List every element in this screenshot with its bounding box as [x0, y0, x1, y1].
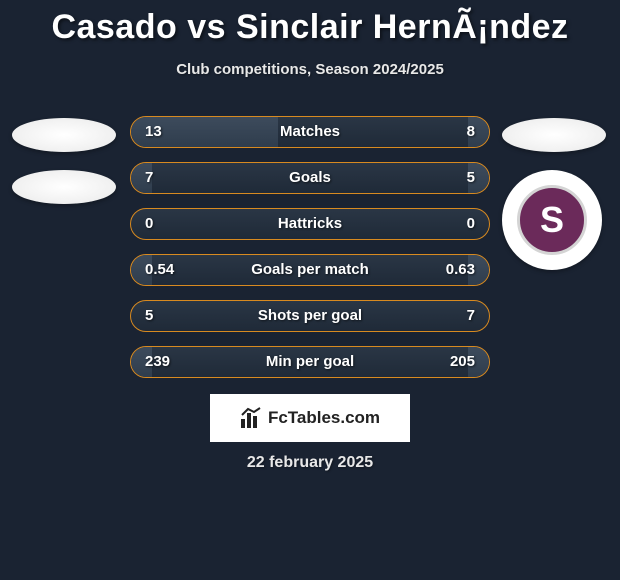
stat-row: 5Shots per goal7 — [130, 300, 490, 332]
stat-label: Shots per goal — [131, 301, 489, 331]
stat-value-right: 0 — [467, 209, 475, 239]
stat-value-right: 0.63 — [446, 255, 475, 285]
stat-label: Hattricks — [131, 209, 489, 239]
stat-value-right: 8 — [467, 117, 475, 147]
left-player-badge-2 — [12, 170, 116, 204]
stat-value-right: 205 — [450, 347, 475, 377]
right-club-badge: S — [502, 170, 602, 270]
page-title: Casado vs Sinclair HernÃ¡ndez — [0, 0, 620, 47]
left-player-badge-1 — [12, 118, 116, 152]
stat-label: Matches — [131, 117, 489, 147]
stat-row: 0.54Goals per match0.63 — [130, 254, 490, 286]
stat-label: Min per goal — [131, 347, 489, 377]
stat-row: 0Hattricks0 — [130, 208, 490, 240]
stat-row: 239Min per goal205 — [130, 346, 490, 378]
chart-icon — [240, 407, 262, 429]
branding-text: FcTables.com — [268, 408, 380, 428]
stat-row: 13Matches8 — [130, 116, 490, 148]
page-subtitle: Club competitions, Season 2024/2025 — [0, 61, 620, 78]
stat-value-right: 7 — [467, 301, 475, 331]
right-player-badges: S — [502, 118, 606, 270]
stat-value-right: 5 — [467, 163, 475, 193]
stat-label: Goals — [131, 163, 489, 193]
stats-container: 13Matches87Goals50Hattricks00.54Goals pe… — [130, 116, 490, 392]
stat-row: 7Goals5 — [130, 162, 490, 194]
footer-date: 22 february 2025 — [0, 454, 620, 472]
branding-bar: FcTables.com — [210, 394, 410, 442]
left-player-badges — [12, 118, 116, 222]
club-badge-letter: S — [517, 185, 587, 255]
right-player-badge-1 — [502, 118, 606, 152]
stat-label: Goals per match — [131, 255, 489, 285]
